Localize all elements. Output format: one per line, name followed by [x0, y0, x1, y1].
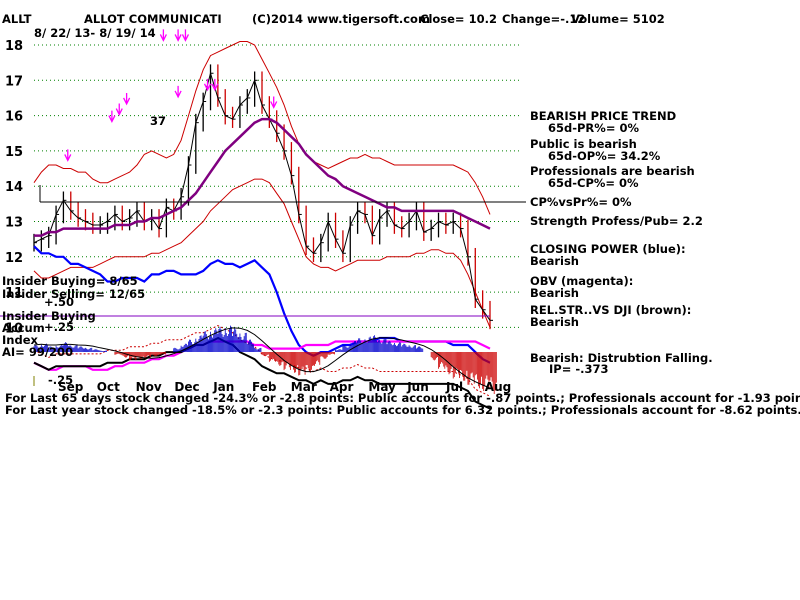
insider-selling-count: Insider Selling= 12/65	[2, 287, 146, 301]
month-label: Jul	[445, 380, 463, 394]
trend-title: BEARISH PRICE TREND	[530, 109, 677, 123]
price-tick-label: 15	[5, 145, 23, 160]
month-label: Feb	[252, 380, 277, 394]
sell-arrow	[181, 29, 190, 42]
ticker: ALLT	[2, 12, 32, 26]
accum-mid-value: +.50	[44, 295, 75, 309]
closing-power-value: Bearish	[530, 254, 579, 268]
volume-value: Volume= 5102	[571, 12, 665, 26]
index-label: Index	[2, 333, 38, 347]
price-bands	[33, 41, 491, 328]
cpvspr-stat: CP%vsPr%= 0%	[530, 195, 632, 209]
rel-strength-label: REL.STR..VS DJI (brown):	[530, 303, 692, 317]
moving-average-line	[34, 117, 491, 237]
price-tick-label: 17	[5, 74, 23, 89]
accum-top-value: +.25	[44, 320, 75, 334]
sell-arrow	[115, 103, 123, 116]
month-label: Jan	[212, 380, 234, 394]
lower-band-line	[33, 178, 491, 328]
price-gridlines	[34, 44, 522, 328]
sell-arrow	[159, 29, 167, 42]
obv-value: Bearish	[530, 286, 579, 300]
insider-buying-label: Insider Buying	[2, 309, 96, 323]
upper-band-line	[33, 41, 491, 215]
sell-arrow	[270, 96, 278, 109]
price-tick-label: 14	[5, 180, 23, 195]
sell-arrow	[203, 78, 212, 92]
month-label: Mar	[291, 380, 317, 394]
sell-arrow	[108, 110, 116, 124]
month-label: Jun	[406, 380, 429, 394]
price-bars	[33, 64, 493, 330]
price-tick-label: 18	[5, 39, 23, 54]
month-label: Apr	[330, 380, 354, 394]
close-value: Close= 10.2	[420, 12, 497, 26]
obv-path	[33, 340, 491, 371]
sell-arrow	[174, 85, 182, 99]
sell-arrow	[174, 29, 182, 42]
price-tick-label: 13	[5, 216, 23, 231]
month-label: Sep	[58, 380, 84, 394]
accum-bottom-value: -.25	[48, 373, 74, 387]
price-tick-label: 16	[5, 110, 23, 125]
accumulation-index	[33, 325, 497, 394]
footer-65day: For Last 65 days stock changed -24.3% or…	[5, 391, 800, 405]
cp-stat: 65d-CP%= 0%	[548, 176, 639, 190]
accum-ma-line	[33, 327, 491, 389]
month-axis: Sep Oct Nov Dec Jan Feb Mar Apr May Jun Jul Aug	[58, 380, 511, 394]
rel-strength-path	[33, 336, 491, 410]
sell-arrow	[211, 78, 219, 92]
month-label: Aug	[485, 380, 511, 394]
month-label: May	[368, 380, 396, 394]
op-stat: 65d-OP%= 34.2%	[548, 149, 661, 163]
date-range: 8/ 22/ 13- 8/ 19/ 14	[34, 26, 156, 40]
month-label: Oct	[97, 380, 120, 394]
pros-label: Professionals are bearish	[530, 164, 695, 178]
month-label: Dec	[174, 380, 199, 394]
public-label: Public is bearish	[530, 137, 637, 151]
ai-value: AI= 99/200	[2, 345, 74, 359]
ip-stat: IP= -.373	[549, 362, 609, 376]
sell-arrow	[64, 149, 72, 162]
closing-power-label: CLOSING POWER (blue):	[530, 242, 686, 256]
distribution-label: Bearish: Distrubtion Falling.	[530, 351, 713, 365]
price-tick-label: 11	[5, 286, 23, 301]
price-tick-label: 12	[5, 251, 23, 266]
signal-arrows	[64, 29, 278, 162]
strength-stat: Strength Profess/Pub= 2.2	[530, 214, 703, 228]
sell-arrow	[123, 92, 131, 106]
company-name: ALLOT COMMUNICATI	[84, 12, 222, 26]
copyright: (C)2014 www.tigersoft.com	[252, 12, 430, 26]
price-close-line	[33, 71, 491, 321]
obv-label: OBV (magenta):	[530, 274, 634, 288]
price-axis-ticks: 18 17 16 15 14 13 12 11 10	[5, 39, 23, 336]
pr-stat: 65d-PR%= 0%	[548, 121, 639, 135]
footer-year: For Last year stock changed -18.5% or -2…	[5, 403, 800, 417]
rel-strength-value: Bearish	[530, 315, 579, 329]
insider-buying-count: Insider Buying= 8/65	[2, 274, 138, 288]
change-value: Change=-.12	[502, 12, 586, 26]
month-label: Nov	[136, 380, 162, 394]
price-tick-label: 10	[5, 321, 23, 336]
accum-label: Accum	[2, 321, 45, 335]
moving-average-path	[34, 117, 491, 237]
point-label: 37	[150, 114, 167, 128]
